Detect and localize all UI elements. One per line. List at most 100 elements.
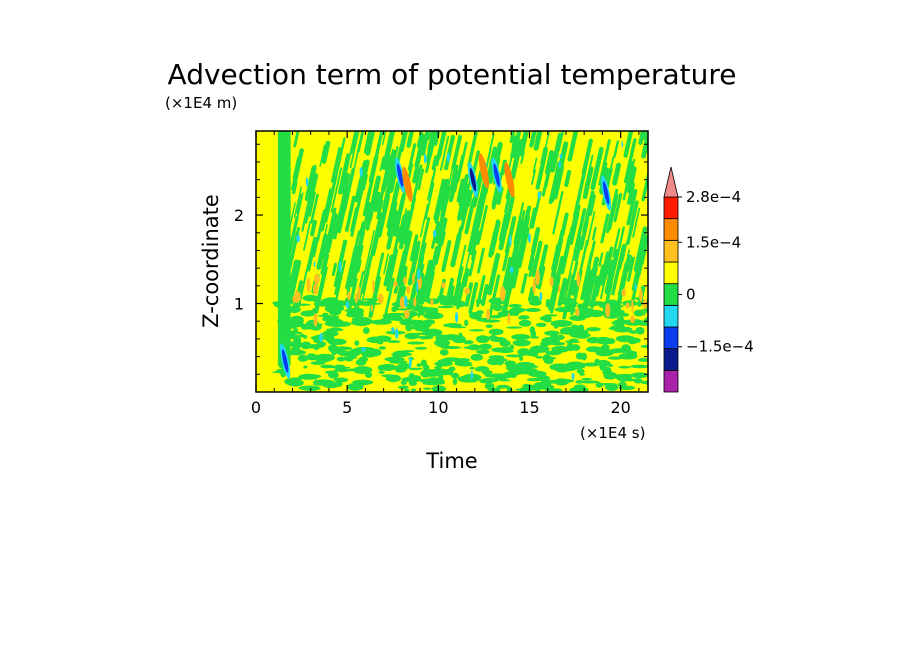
field-blob bbox=[445, 368, 452, 372]
field-anomaly bbox=[294, 290, 300, 304]
field-streak bbox=[451, 134, 462, 170]
field-blob bbox=[567, 340, 573, 346]
field-streak bbox=[527, 286, 533, 302]
field-streak bbox=[516, 226, 530, 269]
field-streak bbox=[330, 146, 341, 183]
field-streak bbox=[586, 210, 596, 247]
field-streak bbox=[347, 277, 358, 314]
field-streak bbox=[374, 138, 382, 164]
field-streak bbox=[487, 252, 501, 296]
field-streak bbox=[510, 139, 523, 180]
field-streak bbox=[330, 167, 343, 213]
field-blob bbox=[438, 373, 444, 382]
field-streak bbox=[433, 178, 446, 221]
field-blob bbox=[401, 350, 415, 353]
field-streak bbox=[316, 208, 326, 242]
field-streak bbox=[338, 153, 351, 195]
field-blob bbox=[404, 389, 410, 392]
field-streak bbox=[287, 230, 300, 270]
field-streak bbox=[417, 168, 425, 191]
field-anomaly bbox=[639, 288, 643, 302]
field-blob bbox=[611, 320, 622, 326]
field-blob bbox=[597, 382, 618, 386]
field-streak bbox=[409, 234, 419, 262]
field-blip bbox=[408, 357, 412, 369]
field-blob bbox=[301, 325, 320, 330]
field-blob bbox=[480, 319, 501, 323]
field-blob bbox=[398, 321, 412, 324]
field-streak bbox=[573, 170, 587, 218]
field-streak bbox=[544, 150, 555, 175]
field-streak bbox=[638, 131, 646, 145]
colorbar-tick-label: 0 bbox=[686, 286, 696, 304]
field-blob bbox=[407, 341, 425, 345]
field-blob bbox=[284, 378, 297, 386]
field-streak bbox=[622, 160, 634, 201]
field-streak bbox=[386, 248, 399, 292]
y-axis-label: Z-coordinate bbox=[199, 194, 223, 328]
field-blob bbox=[405, 323, 412, 332]
field-anomaly bbox=[558, 285, 561, 293]
field-streak bbox=[613, 192, 623, 223]
field-blob bbox=[402, 352, 412, 356]
field-streak bbox=[491, 221, 501, 256]
field-blob bbox=[544, 314, 558, 317]
field-anomaly bbox=[532, 278, 536, 294]
field-blob bbox=[640, 308, 648, 312]
field-blob bbox=[630, 372, 648, 379]
field-anomaly bbox=[313, 273, 320, 285]
field-blob bbox=[556, 334, 565, 340]
field-blob bbox=[419, 378, 435, 383]
field-blob bbox=[469, 311, 483, 320]
colorbar-band bbox=[663, 218, 679, 241]
field-blob bbox=[569, 314, 587, 321]
x-unit-label: (×1E4 s) bbox=[580, 424, 645, 442]
field-streak bbox=[617, 262, 627, 296]
field-streak bbox=[458, 274, 466, 300]
field-streak bbox=[419, 203, 429, 238]
chart-title: Advection term of potential temperature bbox=[168, 58, 737, 91]
field-blip bbox=[446, 152, 451, 163]
field-blob bbox=[464, 319, 469, 327]
field-blob bbox=[451, 359, 462, 363]
field-streak bbox=[286, 215, 299, 261]
field-blob bbox=[506, 326, 523, 329]
field-blob bbox=[469, 329, 485, 332]
field-streak bbox=[553, 165, 565, 200]
field-blob bbox=[570, 344, 581, 351]
field-streak bbox=[630, 158, 636, 173]
field-blob bbox=[391, 306, 398, 313]
field-blob bbox=[487, 357, 508, 363]
field-streak bbox=[626, 188, 638, 226]
field-blip bbox=[361, 347, 366, 352]
field-streak bbox=[443, 134, 455, 171]
field-streak bbox=[362, 177, 374, 217]
field-blob bbox=[434, 339, 451, 347]
field-blob bbox=[488, 355, 505, 360]
field-blob bbox=[387, 340, 401, 344]
field-anomaly bbox=[313, 313, 318, 327]
field-blip bbox=[509, 266, 514, 274]
field-blob bbox=[347, 383, 364, 391]
field-blob bbox=[519, 355, 524, 362]
field-anomaly bbox=[605, 303, 611, 318]
field-streak bbox=[465, 189, 473, 208]
field-streak bbox=[598, 252, 604, 267]
field-streak bbox=[518, 131, 529, 157]
field-streak bbox=[296, 193, 304, 215]
field-blob bbox=[375, 335, 392, 343]
field-blob bbox=[291, 303, 311, 306]
field-blob bbox=[397, 363, 411, 370]
colorbar-tick-label: 1.5e−4 bbox=[686, 233, 741, 251]
colorbar-band bbox=[663, 239, 679, 263]
field-streak bbox=[631, 267, 640, 292]
field-blob bbox=[511, 334, 531, 340]
field-blob bbox=[529, 349, 539, 357]
field-streak bbox=[432, 131, 441, 147]
field-blob bbox=[630, 364, 648, 369]
field-streak bbox=[548, 161, 562, 204]
colorbar-band bbox=[663, 283, 679, 306]
field-streak bbox=[599, 251, 611, 286]
field-blob bbox=[278, 332, 292, 341]
field-blob bbox=[628, 330, 638, 334]
